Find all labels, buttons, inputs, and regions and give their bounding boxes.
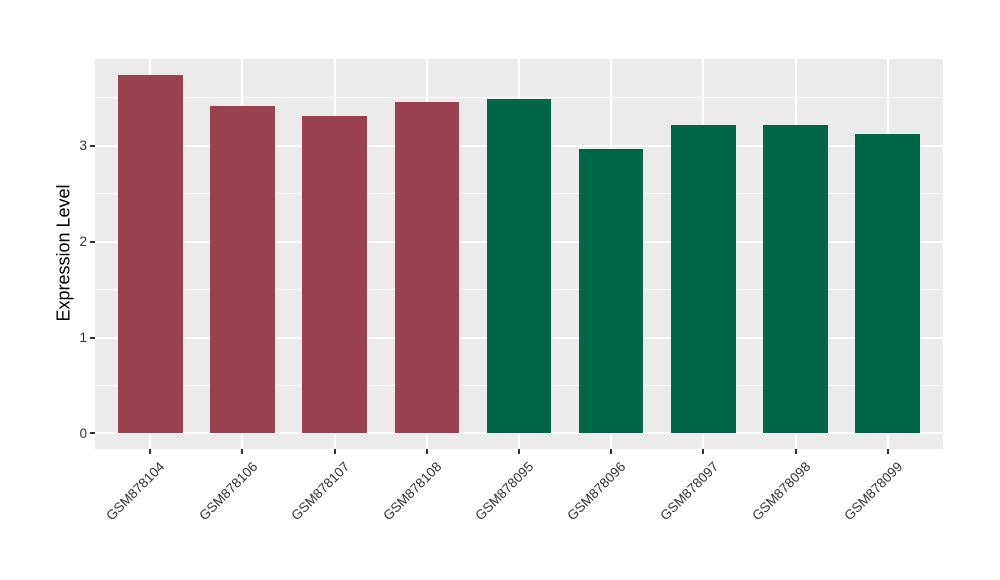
bar-GSM878108 bbox=[394, 101, 460, 434]
x-tick-label: GSM878098 bbox=[748, 459, 814, 524]
x-tick-mark bbox=[518, 449, 520, 454]
bar-GSM878097 bbox=[671, 124, 736, 434]
bar-GSM878107 bbox=[302, 116, 367, 434]
x-tick-label: GSM878095 bbox=[472, 459, 537, 524]
y-tick-mark bbox=[90, 432, 95, 435]
x-tick-mark bbox=[610, 449, 613, 454]
bar-GSM878096 bbox=[578, 148, 644, 434]
bar-GSM878099 bbox=[855, 134, 920, 434]
x-tick-mark bbox=[149, 449, 152, 454]
y-axis-title: Expression Level bbox=[53, 184, 74, 322]
x-tick-mark bbox=[794, 449, 797, 454]
bar-GSM878098 bbox=[763, 124, 828, 434]
y-tick-label: 0 bbox=[79, 425, 87, 441]
y-tick-mark bbox=[90, 144, 95, 147]
y-tick-mark bbox=[90, 336, 95, 339]
bar-GSM878104 bbox=[118, 74, 183, 434]
y-tick-mark bbox=[90, 240, 95, 243]
y-tick-label: 3 bbox=[79, 138, 87, 154]
plot-panel bbox=[95, 59, 943, 449]
x-tick-label: GSM878104 bbox=[103, 459, 168, 524]
bar-GSM878095 bbox=[486, 98, 552, 434]
y-tick-label: 2 bbox=[79, 234, 87, 250]
x-tick-mark bbox=[702, 449, 705, 454]
y-tick-label: 1 bbox=[79, 330, 87, 346]
x-tick-label: GSM878099 bbox=[841, 459, 906, 524]
x-tick-label: GSM878107 bbox=[288, 459, 353, 524]
x-tick-mark bbox=[241, 449, 244, 454]
bar-GSM878106 bbox=[210, 105, 275, 434]
x-tick-label: GSM878096 bbox=[564, 459, 629, 524]
x-tick-label: GSM878108 bbox=[380, 459, 445, 524]
x-tick-mark bbox=[425, 449, 428, 454]
x-tick-mark bbox=[886, 449, 889, 454]
x-tick-mark bbox=[333, 449, 336, 454]
x-tick-label: GSM878106 bbox=[195, 459, 261, 524]
x-tick-label: GSM878097 bbox=[656, 459, 721, 524]
